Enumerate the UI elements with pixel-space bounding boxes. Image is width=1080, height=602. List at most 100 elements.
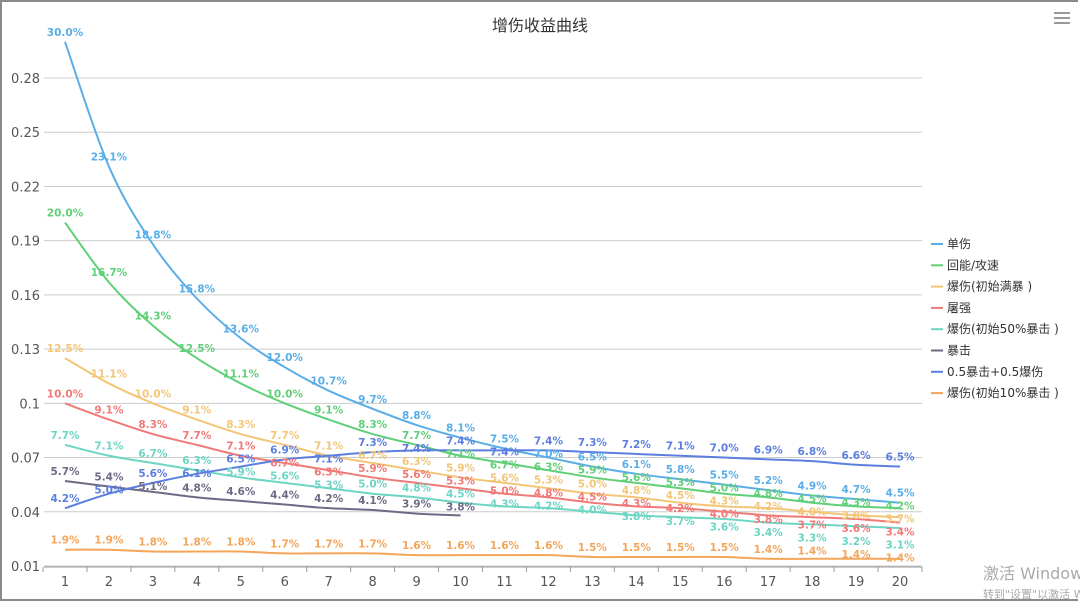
data-label: 10.7% [310,376,347,388]
data-label: 6.6% [841,450,871,462]
data-label: 1.8% [138,537,168,549]
x-tick-label: 9 [412,575,420,590]
data-labels: 30.0% 20.0% 12.5% 10.0% 7.7% 5.7% 4.2% 1.9% 23.1… [47,27,915,565]
data-label: 6.3% [402,456,432,468]
data-label: 4.6% [226,486,256,498]
x-tick-label: 2 [105,575,113,590]
data-label: 3.4% [885,527,915,539]
series-line [64,357,901,519]
x-tick-label: 18 [804,575,821,590]
x-tick-label: 8 [368,575,376,590]
data-label: 4.3% [710,496,740,508]
y-axis: 0.01 0.04 0.07 0.1 0.13 0.16 0.19 0.22 0.25 0.28 [11,72,40,575]
y-tick-label: 0.28 [11,72,40,87]
data-label: 4.9% [798,481,828,493]
y-tick-label: 0.16 [11,289,40,304]
data-label: 5.6% [622,472,652,484]
data-label: 8.3% [358,419,388,431]
data-label: 7.1% [666,441,696,453]
data-label: 3.2% [841,536,871,548]
x-axis: 1 2 3 4 5 6 7 8 9 10 11 12 13 14 15 16 17 18 19 20 [42,566,923,590]
data-label: 4.0% [710,509,740,521]
data-label: 4.2% [534,500,564,512]
data-label: 7.5% [490,434,520,446]
data-label: 20.0% [47,208,84,220]
data-label: 5.6% [402,469,432,481]
data-label: 5.9% [446,462,476,474]
data-label: 30.0% [47,27,84,39]
data-label: 7.4% [490,447,520,459]
data-label: 5.6% [138,468,168,480]
y-tick-label: 0.04 [11,506,40,521]
data-label: 1.5% [622,542,652,554]
data-label: 4.5% [578,492,608,504]
data-label: 13.6% [223,323,260,335]
data-label: 5.0% [94,484,124,496]
data-label: 1.6% [402,540,432,552]
data-label: 1.6% [446,540,476,552]
x-tick-label: 11 [496,575,513,590]
data-label: 3.6% [710,522,740,534]
data-label: 6.3% [182,455,212,467]
data-label: 1.4% [841,549,871,561]
legend-item: 屠强 [947,301,971,315]
data-label: 4.2% [50,493,80,505]
data-label: 7.7% [50,430,80,442]
data-label: 3.8% [622,511,652,523]
data-label: 11.1% [91,368,128,380]
chart-title: 增伤收益曲线 [492,16,588,35]
data-label: 1.5% [710,542,740,554]
legend-item: 爆伤(初始50%暴击 ) [947,322,1059,336]
data-label: 6.3% [314,467,344,479]
data-label: 9.7% [358,394,388,406]
data-label: 3.8% [446,501,476,513]
data-label: 6.8% [798,446,828,458]
data-label: 1.6% [534,540,564,552]
data-label: 7.3% [578,437,608,449]
x-tick-label: 14 [628,575,645,590]
data-label: 5.3% [534,474,564,486]
data-label: 4.7% [841,484,871,496]
data-label: 1.5% [666,542,696,554]
data-label: 5.5% [710,470,740,482]
data-label: 5.0% [490,486,520,498]
data-label: 5.6% [490,473,520,485]
y-tick-label: 0.01 [11,560,40,575]
data-label: 14.3% [135,311,172,323]
data-label: 5.0% [358,479,388,491]
data-label: 6.7% [138,448,168,460]
data-label: 9.1% [314,405,344,417]
data-label: 5.9% [226,467,256,479]
data-label: 7.4% [446,436,476,448]
data-label: 4.8% [402,482,432,494]
data-label: 3.6% [841,523,871,535]
data-label: 5.6% [270,470,300,482]
series-line [64,480,461,517]
data-label: 12.0% [267,352,304,364]
y-tick-label: 0.13 [11,343,40,358]
data-label: 1.5% [578,542,608,554]
data-label: 3.7% [798,520,828,532]
grid-lines [44,77,922,567]
data-label: 4.5% [798,494,828,506]
data-label: 4.2% [666,503,696,515]
data-label: 1.9% [94,535,124,547]
data-label: 23.1% [91,152,128,164]
series-line [64,449,901,510]
data-label: 6.5% [578,452,608,464]
data-label: 7.4% [402,443,432,455]
data-label: 15.8% [179,284,216,296]
x-tick-label: 13 [584,575,601,590]
series-line [64,41,901,504]
data-label: 1.7% [358,538,388,550]
legend-item: 爆伤(初始满暴 ) [947,280,1032,294]
windows-activation-watermark: 激活 Windows 转到"设置"以激活 Windows。 [983,560,1080,602]
menu-icon[interactable] [1054,12,1070,27]
data-label: 10.0% [47,388,84,400]
data-label: 7.1% [314,454,344,466]
data-label: 1.8% [182,537,212,549]
data-label: 6.9% [270,444,300,456]
data-label: 4.2% [885,501,915,513]
data-label: 7.0% [534,448,564,460]
